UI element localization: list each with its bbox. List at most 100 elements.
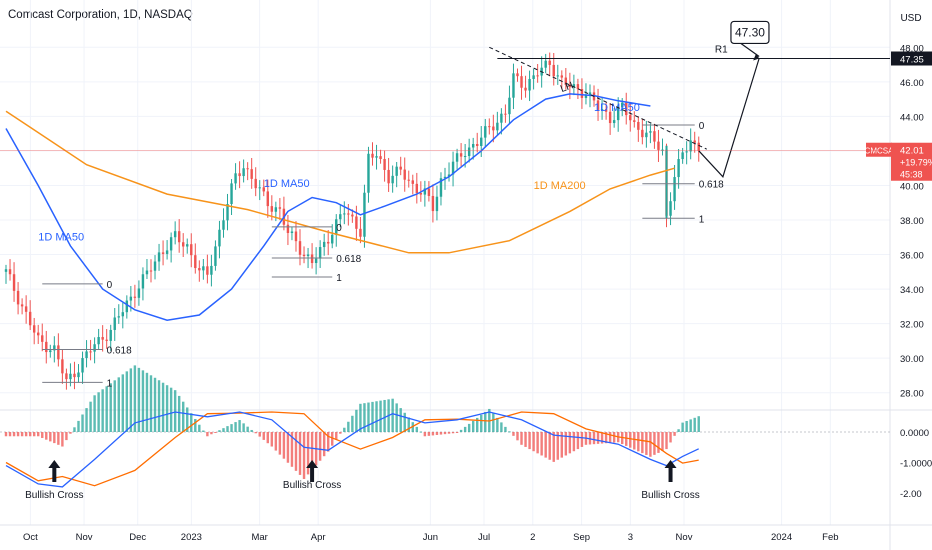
macd-histogram-bar [190, 413, 193, 432]
currency-label: USD [900, 13, 921, 24]
candle-body [177, 231, 181, 243]
macd-histogram-bar [467, 423, 471, 432]
macd-histogram-bar [508, 431, 511, 433]
candle-body [407, 179, 410, 181]
macd-histogram-bar [451, 432, 455, 434]
candle-body [455, 153, 459, 162]
price-tick-label: 36.00 [900, 251, 924, 262]
candle-body [649, 131, 652, 133]
macd-histogram-bar [165, 385, 169, 432]
candle-body [645, 132, 648, 138]
macd-histogram-bar [596, 432, 600, 444]
macd-histogram-bar [81, 414, 84, 432]
candle-body [447, 174, 451, 177]
macd-histogram-bar [141, 370, 145, 432]
time-tick-label: Jun [423, 532, 438, 543]
ma50-line [5, 93, 651, 321]
candle-body [258, 187, 261, 189]
candle-body [85, 351, 88, 359]
candle-body [137, 288, 141, 298]
candle-body [278, 207, 282, 209]
macd-histogram-bar [262, 432, 265, 440]
ma50-label: 1D MA50 [594, 102, 640, 114]
candle-body [32, 325, 36, 333]
macd-histogram-bar [423, 432, 427, 437]
candle-body [318, 247, 322, 259]
candle-body [492, 126, 495, 131]
time-tick-label: Sep [573, 532, 590, 543]
macd-histogram-bar [310, 432, 314, 470]
macd-histogram-bar [210, 432, 213, 435]
macd-histogram-bar [57, 432, 60, 445]
macd-histogram-bar [604, 432, 608, 444]
price-tick-label: 28.00 [900, 389, 924, 400]
candle-body [637, 121, 640, 130]
macd-histogram-bar [665, 432, 668, 450]
macd-histogram-bar [447, 432, 451, 434]
candle-body [596, 100, 600, 110]
macd-histogram-bar [93, 395, 96, 432]
macd-histogram-bar [129, 368, 133, 432]
macd-histogram-bar [476, 417, 479, 432]
candle-body [238, 173, 241, 177]
candle-body [194, 255, 197, 269]
macd-histogram-bar [673, 432, 676, 436]
candle-body [270, 206, 274, 212]
price-tick-label: 38.00 [900, 216, 924, 227]
macd-histogram-bar [145, 372, 149, 432]
bullish-cross-arrow [664, 460, 677, 482]
candle-body [435, 196, 439, 212]
macd-histogram-bar [407, 417, 410, 432]
candle-body [552, 64, 555, 77]
macd-histogram-bar [318, 432, 322, 461]
candle-body [657, 141, 660, 150]
macd-histogram-bar [335, 432, 338, 440]
macd-histogram-bar [222, 428, 225, 432]
macd-histogram-bar [218, 430, 221, 432]
candle-body [524, 87, 527, 91]
macd-histogram-bar [363, 403, 366, 432]
macd-histogram-bar [117, 377, 120, 432]
candle-body [488, 126, 491, 128]
macd-histogram-bar [435, 432, 439, 435]
macd-histogram-bar [681, 422, 684, 432]
candle-body [669, 201, 672, 216]
macd-histogram-bar [367, 402, 370, 432]
candle-body [302, 254, 306, 257]
candle-body [202, 266, 205, 271]
trendline [489, 46, 708, 150]
symbol-badge [866, 142, 892, 157]
macd-histogram-bar [77, 420, 80, 432]
candle-body [367, 153, 370, 193]
candle-body [496, 122, 499, 131]
candle-body [254, 178, 257, 189]
macd-histogram-bar [459, 429, 463, 432]
target-box [730, 20, 770, 45]
candle-body [157, 252, 161, 262]
candle-body [97, 337, 100, 345]
candle-body [427, 188, 431, 196]
macd-histogram-bar [121, 374, 125, 432]
macd-histogram-bar [45, 432, 48, 440]
bullish-cross-label: Bullish Cross [641, 490, 699, 501]
macd-histogram-bar [685, 421, 688, 432]
bullish-cross-label: Bullish Cross [283, 480, 341, 491]
candle-body [53, 345, 56, 351]
time-tick-label: Apr [311, 532, 326, 543]
macd-histogram-bar [415, 426, 419, 432]
macd-histogram-bar [443, 432, 447, 435]
candle-body [20, 304, 24, 307]
candle-body [190, 244, 193, 256]
macd-histogram-bar [383, 399, 386, 432]
candle-body [625, 102, 628, 116]
macd-histogram-bar [230, 424, 233, 432]
macd-histogram-bar [16, 432, 20, 437]
candle-body [129, 296, 133, 301]
macd-histogram-bar [198, 424, 201, 432]
macd-histogram-bar [564, 432, 568, 456]
candle-body [153, 261, 157, 271]
macd-histogram-bar [568, 432, 572, 454]
time-tick-label: 3 [628, 532, 633, 543]
candle-body [616, 107, 620, 121]
